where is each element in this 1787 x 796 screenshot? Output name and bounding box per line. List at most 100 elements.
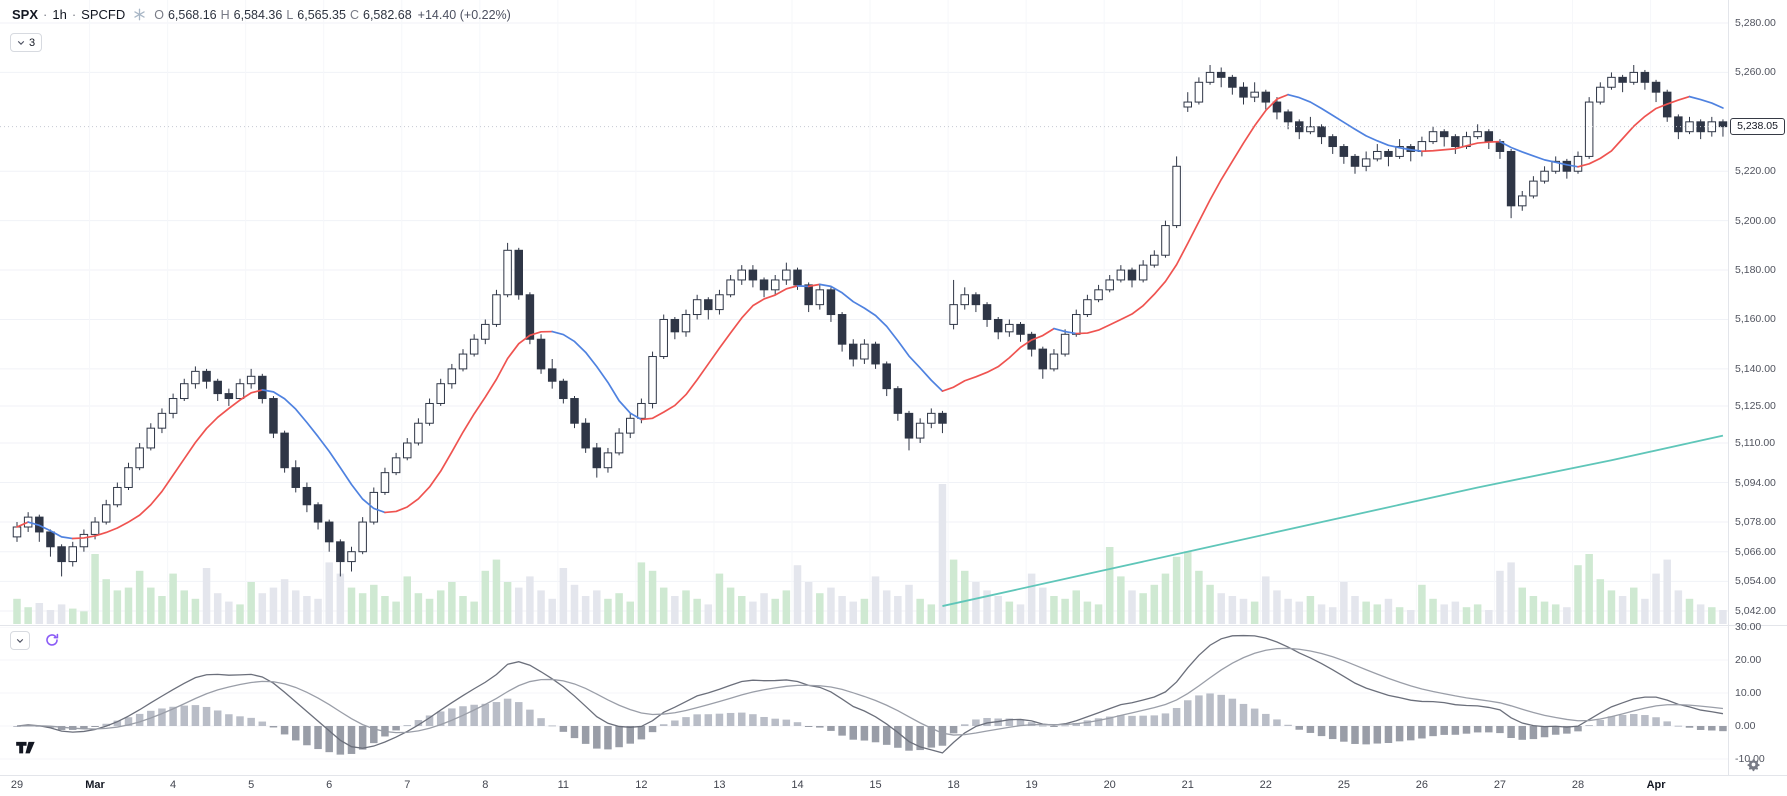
volume-bar	[269, 587, 278, 624]
candle-body	[68, 546, 77, 563]
time-label: 19	[1025, 779, 1038, 791]
indicator-collapse-button[interactable]	[10, 631, 30, 650]
volume-bar	[871, 576, 880, 624]
exchange-label[interactable]: SPCFD	[81, 7, 126, 22]
volume-bar	[102, 579, 110, 624]
histogram-bar	[247, 717, 255, 726]
time-axis[interactable]: 29 Mar 4 5 6 7 8 11 12 13 14 15 18 19 20 21 22 25 26 27 28 Ap…	[0, 776, 1728, 796]
candle-body	[391, 457, 401, 474]
symbol-legend[interactable]: SPX · 1h · SPCFD O 6,568.16 H 6,584.36 L 6,…	[12, 7, 511, 22]
candle-body	[1038, 348, 1048, 370]
histogram-bar	[202, 706, 211, 726]
price-tick-label: 5,280.00	[1735, 17, 1776, 29]
histogram-bar	[1630, 714, 1638, 726]
volume-bar	[1117, 576, 1125, 624]
histogram-bar	[180, 705, 188, 726]
volume-bar	[1551, 604, 1560, 624]
volume-bar	[1663, 559, 1671, 624]
histogram-bar	[1139, 715, 1147, 726]
volume-bar	[280, 579, 289, 624]
volume-bar	[1473, 604, 1482, 624]
histogram-bar	[492, 702, 501, 726]
histogram-bar	[1529, 726, 1538, 740]
histogram-bar	[1228, 698, 1237, 726]
pane-divider[interactable]	[0, 625, 1787, 626]
candle-body	[1674, 116, 1683, 133]
histogram-bar	[760, 716, 768, 726]
candle-body	[681, 314, 691, 333]
histogram-bar	[303, 726, 311, 746]
histogram-bar	[1161, 713, 1170, 726]
histogram-bar	[292, 726, 300, 741]
indicator-axis[interactable]: 30.00 20.00 10.00 0.00 -10.00	[1729, 621, 1787, 775]
candle-body	[1562, 160, 1572, 172]
candle-body	[403, 442, 412, 459]
histogram-bar	[1362, 726, 1370, 745]
symbol-name[interactable]: SPX	[12, 7, 39, 22]
candle-body	[280, 432, 289, 469]
volume-bar	[1407, 610, 1415, 624]
histogram-bar	[515, 702, 523, 726]
candle-body	[1150, 254, 1159, 266]
indicator-tick-label: 0.00	[1735, 720, 1756, 732]
volume-bar	[648, 570, 657, 624]
volume-bar	[1485, 610, 1493, 624]
volume-bar	[1094, 604, 1103, 624]
price-tick-label: 5,200.00	[1735, 214, 1776, 227]
histogram-bar	[1618, 714, 1627, 726]
candle-body	[659, 318, 668, 358]
tradingview-logo-icon[interactable]	[14, 739, 41, 761]
candle-body	[1161, 225, 1170, 256]
histogram-bar	[1585, 725, 1593, 727]
histogram-bar	[1641, 715, 1649, 726]
candle-body	[882, 363, 891, 390]
interval-label[interactable]: 1h	[52, 7, 67, 22]
price-tick-label: 5,042.00	[1735, 605, 1776, 617]
histogram-bar	[1195, 695, 1203, 726]
indicator-loading-icon	[44, 632, 60, 648]
candle-body	[492, 294, 501, 325]
histogram-bar	[135, 713, 144, 726]
volume-bar	[448, 582, 456, 624]
legend-collapse-button[interactable]: 3	[10, 33, 43, 52]
candle-body	[168, 398, 178, 414]
candle-body	[648, 356, 657, 404]
histogram-bar	[626, 726, 634, 744]
candle-body	[793, 269, 802, 286]
volume-bar	[615, 593, 623, 624]
histogram-bar	[358, 726, 367, 750]
candle-body	[1283, 111, 1293, 123]
histogram-bar	[1317, 726, 1326, 737]
histogram-bar	[314, 726, 322, 750]
volume-bar	[827, 587, 835, 624]
price-axis[interactable]: 5,280.00 5,260.00 5,220.00 5,200.00 5,180.00…	[1729, 0, 1787, 625]
histogram-bar	[1540, 726, 1549, 738]
histogram-bar	[1306, 726, 1315, 733]
candle-body	[1451, 136, 1460, 148]
candle-body	[1529, 180, 1538, 197]
volume-bar	[1418, 584, 1426, 624]
candle-body	[1540, 170, 1549, 182]
time-label: 29	[10, 779, 24, 791]
candle-body	[1629, 71, 1638, 83]
volume-bar	[1574, 565, 1582, 624]
volume-bar	[671, 596, 679, 624]
high-value: 6,584.36	[233, 7, 283, 22]
volume-bar	[1340, 582, 1348, 624]
volume-bar	[1719, 610, 1727, 624]
time-label: 21	[1181, 779, 1194, 791]
candle-body	[135, 447, 144, 469]
candle-body	[704, 299, 713, 311]
candle-body	[1384, 150, 1393, 157]
settings-gear-icon[interactable]	[1746, 757, 1761, 775]
price-tick-label: 5,140.00	[1735, 362, 1776, 375]
candle-body	[1216, 71, 1226, 78]
candle-body	[1172, 165, 1181, 227]
volume-bar	[492, 559, 501, 624]
histogram-bar	[1172, 707, 1181, 726]
volume-bar	[470, 601, 478, 624]
main-chart[interactable]	[0, 0, 1728, 775]
candle-body	[915, 422, 925, 439]
candle-body	[1072, 314, 1081, 335]
candle-body	[592, 447, 602, 469]
